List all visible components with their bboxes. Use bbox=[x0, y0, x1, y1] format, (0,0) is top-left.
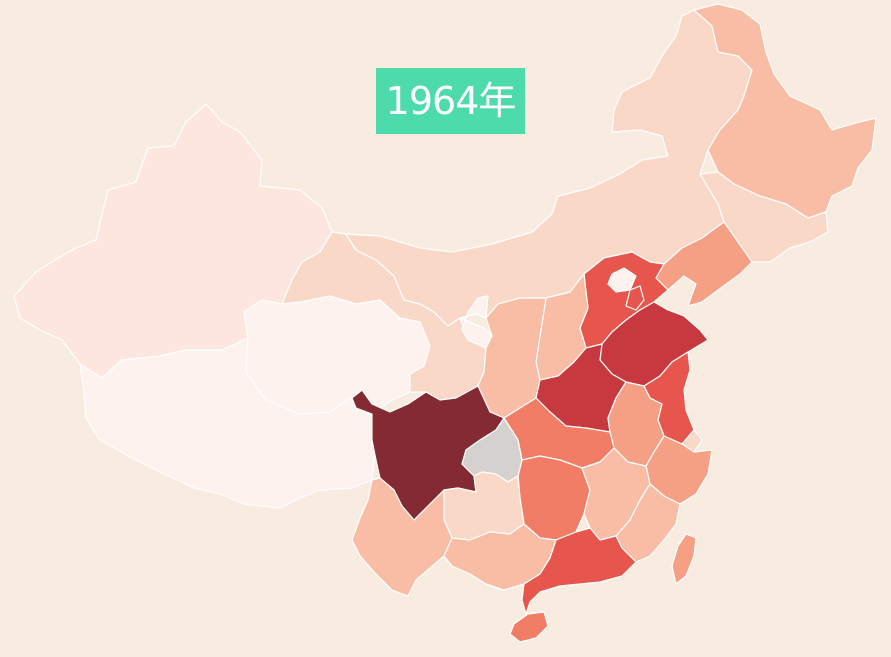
province-hunan[interactable] bbox=[517, 455, 591, 541]
year-label: 1964年 bbox=[376, 68, 525, 134]
province-ningxia[interactable] bbox=[459, 295, 493, 349]
province-taiwan[interactable] bbox=[671, 533, 697, 585]
province-liaoning[interactable] bbox=[655, 221, 753, 307]
province-yunnan[interactable] bbox=[351, 477, 453, 597]
province-tianjin[interactable] bbox=[625, 285, 645, 311]
province-hainan[interactable] bbox=[509, 611, 549, 643]
province-guangdong[interactable] bbox=[521, 527, 637, 615]
province-heilongjiang[interactable] bbox=[693, 3, 877, 219]
province-tibet[interactable] bbox=[79, 337, 377, 509]
